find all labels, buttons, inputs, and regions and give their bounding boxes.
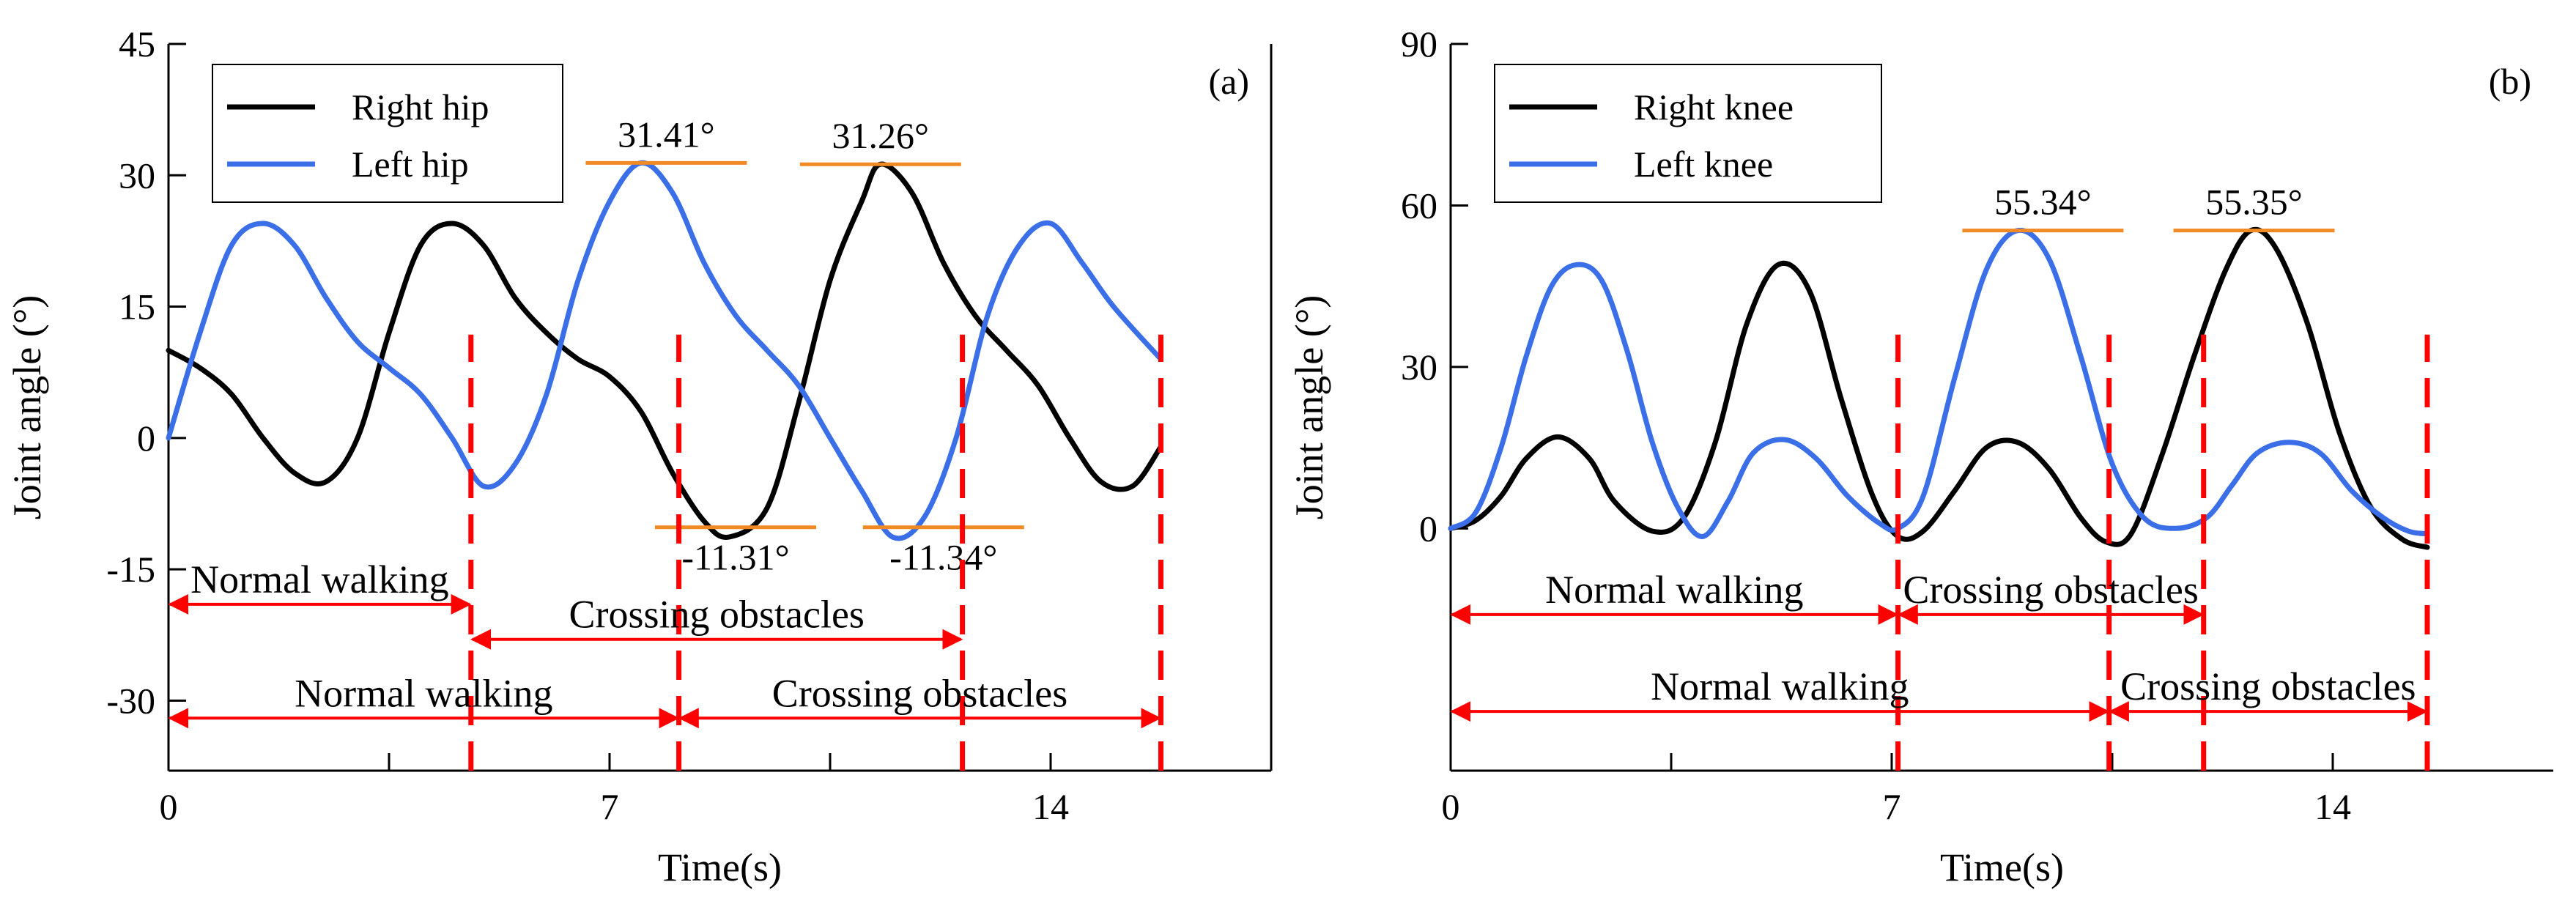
chart-panel-a: -30 -15 0 15 30 45 0 7 14 Time(s) Joint angle (°) (… (5, 23, 1273, 889)
phase-label: Crossing obstacles (1903, 568, 2198, 612)
series-line-left (1448, 227, 2430, 539)
panel-label: (a) (1209, 61, 1250, 102)
y-tick-label: 90 (1401, 23, 1437, 64)
phase-label: Normal walking (190, 557, 448, 601)
panel-label: (b) (2489, 61, 2531, 102)
chart-panel-b: 0 30 60 90 0 7 14 Time(s) Joint angle (°) (b) 55.3… (1287, 23, 2553, 889)
legend-entry: Left hip (352, 144, 469, 185)
peak-annotation: -11.31° (681, 537, 789, 578)
phase-label: Normal walking (295, 671, 552, 715)
x-tick-label: 7 (601, 786, 619, 827)
y-tick-label: 30 (1401, 347, 1437, 388)
legend-entry: Left knee (1634, 144, 1773, 185)
y-tick-label: 15 (119, 286, 155, 327)
y-axis-title: Joint angle (°) (1287, 295, 1331, 520)
legend-box (1494, 64, 1882, 203)
x-tick-label: 0 (1442, 786, 1460, 827)
y-tick-label: 0 (1419, 508, 1437, 549)
x-tick-label: 14 (1032, 786, 1069, 827)
y-tick-label: -15 (106, 549, 155, 590)
x-tick-label: 7 (1883, 786, 1901, 827)
legend-box (212, 64, 563, 203)
series-line-left (166, 160, 1163, 541)
legend-entry: Right hip (352, 86, 489, 127)
series-line-right (1448, 226, 2430, 550)
y-axis-title: Joint angle (°) (5, 295, 49, 520)
phase-label: Normal walking (1545, 568, 1803, 612)
peak-annotation: 55.34° (1994, 182, 2092, 223)
y-tick-label: 60 (1401, 185, 1437, 226)
peak-annotation: 55.35° (2205, 182, 2303, 223)
series-line-right (166, 161, 1163, 541)
x-axis-title: Time(s) (658, 845, 782, 889)
y-tick-label: 0 (137, 418, 155, 459)
phase-label: Crossing obstacles (569, 593, 864, 637)
y-tick-label: 45 (119, 23, 155, 64)
peak-annotation: 31.26° (832, 115, 930, 156)
x-tick-label: 14 (2314, 786, 2351, 827)
phase-label: Normal walking (1651, 664, 1909, 708)
x-tick-label: 0 (160, 786, 178, 827)
legend-entry: Right knee (1634, 86, 1794, 127)
y-tick-label: -30 (106, 680, 155, 721)
peak-annotation: -11.34° (889, 537, 997, 578)
peak-annotation: 31.41° (618, 114, 715, 155)
phase-label: Crossing obstacles (772, 671, 1067, 715)
phase-label: Crossing obstacles (2120, 664, 2416, 708)
x-axis-title: Time(s) (1940, 845, 2064, 889)
y-tick-label: 30 (119, 155, 155, 196)
